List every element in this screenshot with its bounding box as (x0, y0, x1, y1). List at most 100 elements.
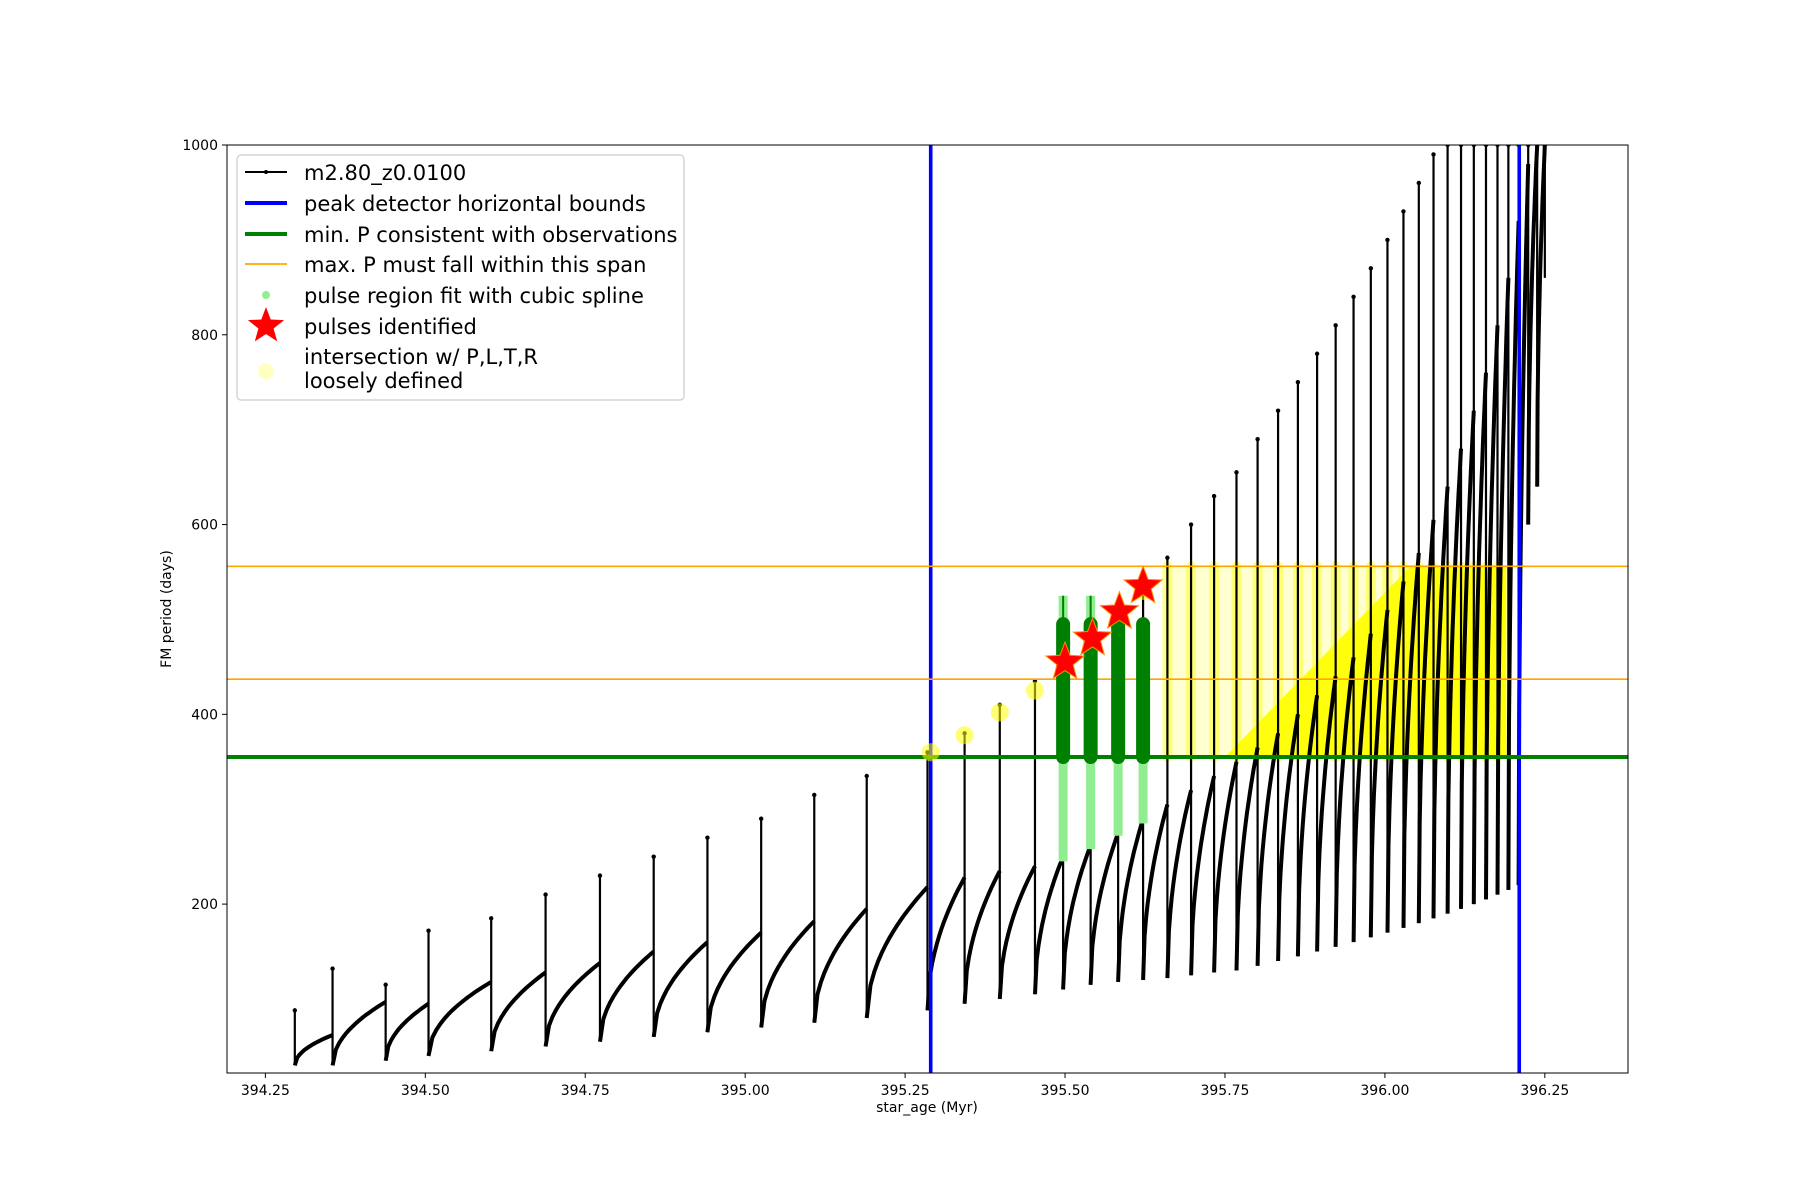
track-segment (1445, 448, 1463, 914)
y-tick-label: 1000 (182, 138, 218, 154)
track-spike-point (1351, 294, 1356, 300)
track-spike-point (489, 916, 494, 921)
x-tick-label: 395.00 (721, 1083, 770, 1099)
track-spike-point (426, 928, 431, 933)
pulse-star (1072, 616, 1113, 656)
legend-entry-track: m2.80_z0.0100 (245, 161, 466, 186)
intersection-point (955, 726, 974, 745)
legend-entry-pulses: pulses identified (247, 307, 477, 342)
track-spike-point (1275, 408, 1281, 413)
track-spike-point (812, 792, 817, 798)
track-segment (1535, 145, 1547, 487)
track-segment (1368, 609, 1390, 938)
track-spike-point (1495, 145, 1500, 148)
x-tick-label: 396.00 (1360, 1083, 1409, 1099)
legend-label-bounds: peak detector horizontal bounds (304, 192, 646, 216)
pulse-markers-layer (1044, 564, 1164, 680)
y-tick-label: 400 (191, 707, 218, 723)
track-spike-point (1458, 145, 1464, 148)
track-segment (598, 949, 655, 1042)
track-segment (1212, 761, 1239, 973)
track-segment (1506, 220, 1521, 890)
track-spike-point (292, 1008, 298, 1013)
track-spike-point (383, 982, 388, 987)
x-tick-label: 394.50 (401, 1083, 450, 1099)
track-spike-point (1295, 380, 1301, 385)
track-spike-point (1506, 145, 1511, 148)
track-segment (1333, 657, 1356, 947)
track-spike-point (1534, 145, 1540, 148)
legend-swatch-track-dot (264, 170, 268, 174)
track-segment (1116, 818, 1146, 982)
plot-area (227, 145, 1628, 1073)
track-spike-point (1333, 323, 1338, 328)
track-spike-point (1188, 522, 1194, 527)
track-segment (543, 961, 602, 1047)
legend: m2.80_z0.0100 peak detector horizontal b… (236, 154, 685, 401)
track-spike-point (1234, 470, 1239, 475)
track-segment (1385, 581, 1406, 933)
track-segment (1471, 372, 1488, 905)
legend-label-intersection: intersection w/ P,L,T,R loosely defined (304, 345, 545, 393)
x-tick-label: 395.75 (1200, 1083, 1249, 1099)
track-spike-point (1483, 145, 1489, 148)
legend-entry-spline: pulse region fit with cubic spline (262, 284, 644, 308)
legend-entry-min-period: min. P consistent with observations (245, 223, 677, 247)
track-segment (1234, 747, 1260, 971)
track-segment (997, 865, 1037, 1000)
track-segment (1033, 855, 1065, 995)
legend-swatch-pulse-star (247, 307, 285, 342)
track-segment (1255, 732, 1281, 966)
legend-swatch-spline (262, 291, 270, 299)
legend-label-spline: pulse region fit with cubic spline (304, 284, 644, 308)
track-segment (1484, 325, 1500, 900)
track-segment (1526, 145, 1540, 525)
x-tick-label: 395.50 (1041, 1083, 1090, 1099)
track-layer (292, 145, 1548, 1067)
legend-label-pulses: pulses identified (304, 315, 477, 339)
legend-label-max-period: max. P must fall within this span (304, 253, 646, 277)
track-spike-point (1385, 237, 1390, 243)
pulse-star (1122, 564, 1164, 604)
intersection-point (990, 703, 1009, 722)
track-segment (1061, 844, 1093, 990)
track-spike-point (1255, 436, 1260, 442)
track-segment (812, 907, 869, 1023)
track-segment (1088, 832, 1120, 985)
track-spike-point (1165, 555, 1170, 560)
track-spike-point (864, 773, 869, 779)
track-spike-point (758, 816, 764, 821)
track-segment (1459, 410, 1476, 909)
y-tick-label: 800 (191, 328, 218, 344)
x-tick-label: 394.75 (561, 1083, 610, 1099)
x-tick-label: 395.25 (881, 1083, 930, 1099)
track-segment (1189, 775, 1217, 976)
legend-entry-bounds: peak detector horizontal bounds (245, 192, 646, 216)
track-spike-point (1526, 145, 1531, 148)
y-axis: 200 400 600 800 1000 (182, 138, 227, 913)
y-tick-label: 200 (191, 897, 218, 913)
legend-entry-intersection: intersection w/ P,L,T,R loosely defined (258, 345, 545, 393)
x-tick-label: 394.25 (241, 1083, 290, 1099)
track-spike-point (1416, 180, 1422, 186)
track-segment (651, 940, 709, 1038)
track-spike-point (1368, 266, 1374, 271)
track-segment (426, 980, 493, 1057)
track-spike-point (330, 966, 335, 971)
track-segment (1276, 713, 1300, 962)
track-segment (330, 1000, 387, 1066)
track-spike-point (1211, 493, 1217, 499)
track-spike-point (1431, 152, 1436, 157)
track-segment (1401, 552, 1421, 928)
legend-frame (236, 154, 685, 401)
track-segment (292, 1033, 334, 1067)
legend-label-track: m2.80_z0.0100 (304, 161, 466, 186)
x-axis: 394.25 394.50 394.75 395.00 395.25 395.50 395.… (241, 1073, 1569, 1099)
track-segment (1295, 695, 1320, 957)
track-segment (962, 869, 1002, 1004)
track-spike-point (705, 835, 710, 840)
legend-label-intersection-line2: loosely defined (304, 369, 463, 393)
intersection-point (921, 743, 940, 762)
y-axis-label: FM period (days) (159, 550, 175, 668)
